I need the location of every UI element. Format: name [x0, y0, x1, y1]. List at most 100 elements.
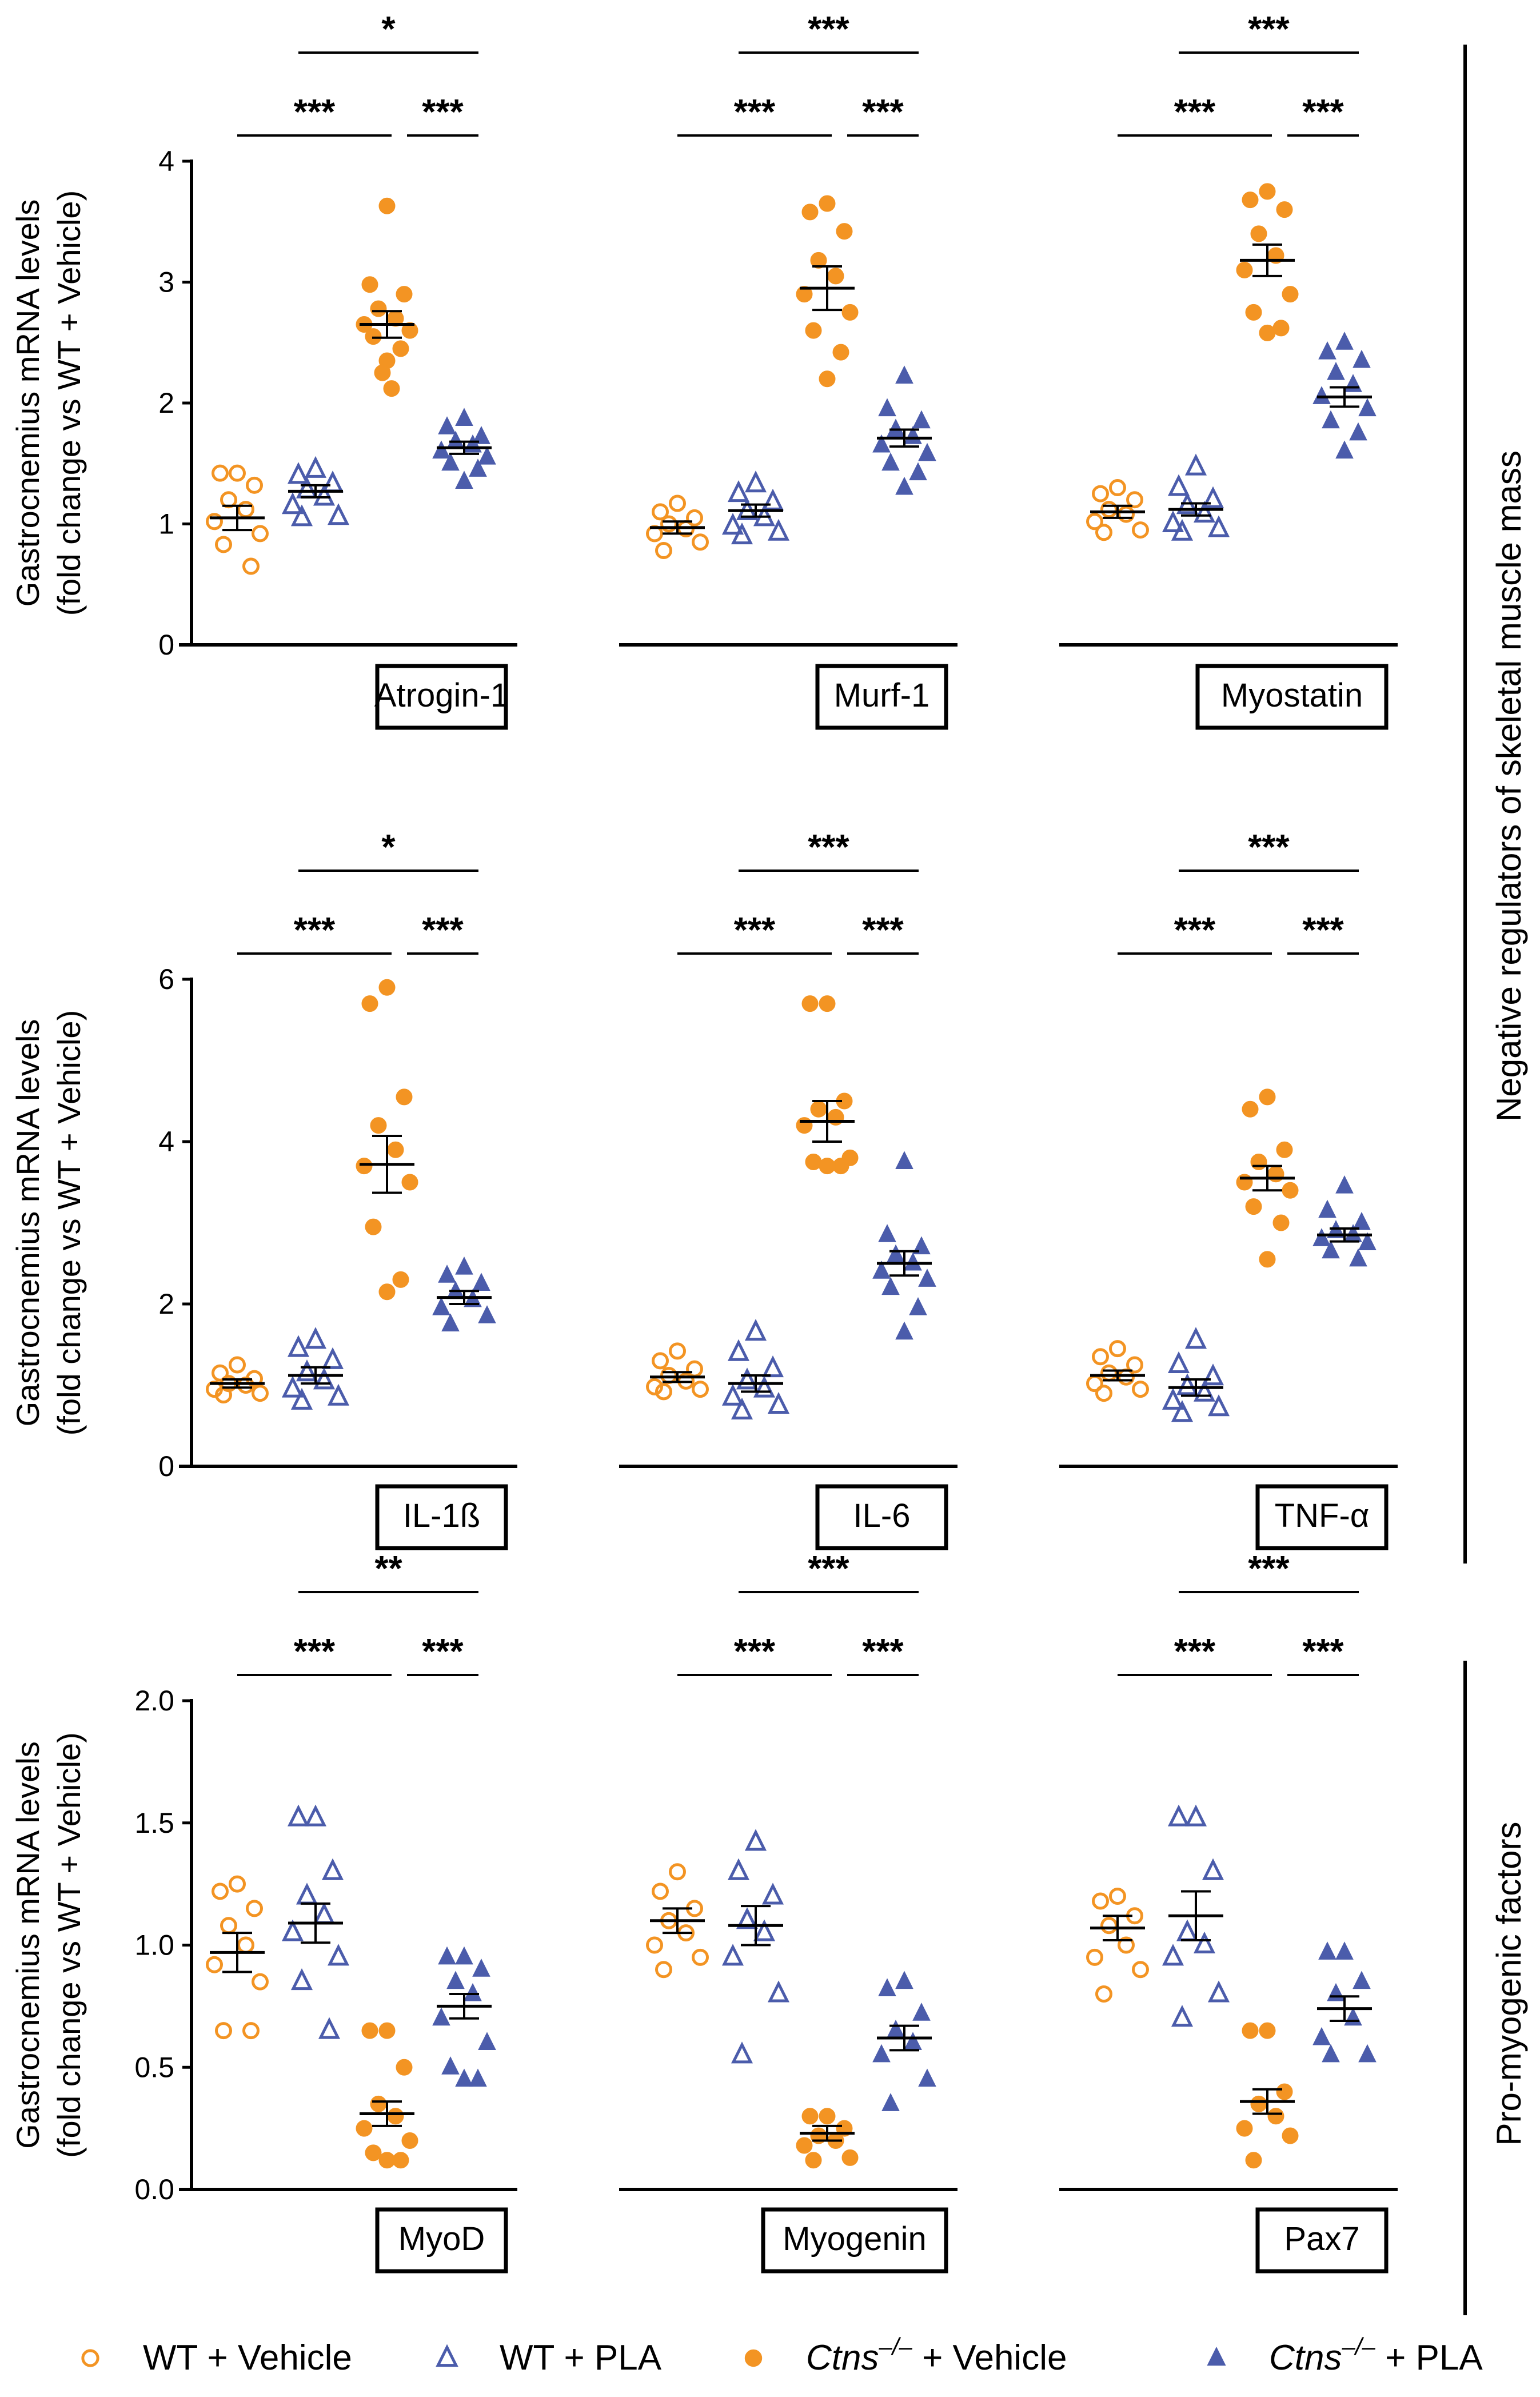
data-point: [242, 557, 260, 575]
data-point: [246, 476, 263, 494]
data-point: [215, 2022, 232, 2040]
data-point: [827, 1108, 844, 1126]
y-axis-title-line2: (fold change vs WT + Vehicle): [51, 190, 87, 616]
gene-label-box: [815, 1484, 948, 1550]
significance-label: ***: [1174, 911, 1216, 950]
gene-label: Myostatin: [1221, 677, 1363, 714]
data-point: [1282, 1182, 1299, 1199]
data-point: [1132, 1381, 1149, 1398]
data-point: [731, 2041, 753, 2064]
significance-label: ***: [422, 93, 464, 132]
significance-label: ***: [1302, 1632, 1344, 1672]
data-point: [1259, 2022, 1276, 2039]
data-point: [1171, 2005, 1194, 2027]
legend-label: WT + Vehicle: [143, 2338, 352, 2378]
data-point: [313, 484, 336, 506]
y-tick-label: 1: [158, 508, 174, 540]
data-point: [918, 442, 936, 461]
y-tick-label: 4: [158, 145, 174, 177]
data-point: [378, 979, 396, 996]
data-point: [438, 1946, 456, 1965]
data-point: [252, 1973, 269, 1991]
data-point: [1092, 485, 1109, 502]
data-point: [1245, 2152, 1262, 2169]
data-point: [287, 1335, 310, 1357]
gene-label-box: [375, 2207, 508, 2274]
data-point: [383, 380, 400, 397]
data-point: [441, 452, 460, 471]
data-point: [736, 1367, 759, 1390]
data-point: [356, 1158, 373, 1175]
data-point: [401, 2132, 418, 2149]
data-point: [1335, 440, 1354, 459]
data-point: [212, 1364, 229, 1382]
data-point: [1250, 2095, 1267, 2112]
data-point: [887, 1244, 905, 1263]
data-point: [819, 1158, 836, 1175]
data-point: [827, 268, 844, 285]
data-point: [646, 1378, 663, 1395]
data-point: [727, 1858, 750, 1880]
y-axis-title: Gastrocnemius mRNA levels (fold change vs…: [10, 1732, 87, 2157]
data-point: [1193, 1379, 1216, 1402]
data-point: [441, 1313, 460, 1331]
legend-marker: [436, 2344, 458, 2367]
data-point: [909, 462, 927, 481]
data-point: [1276, 1141, 1293, 1158]
y-axis-title-line2: (fold change vs WT + Vehicle): [51, 1732, 87, 2157]
data-point: [744, 470, 767, 493]
data-point: [909, 1297, 927, 1315]
data-point: [361, 2022, 378, 2039]
data-point: [904, 1252, 922, 1271]
data-point: [378, 2152, 396, 2169]
data-point: [464, 1983, 482, 2001]
significance-label: **: [374, 1549, 402, 1589]
data-point: [1086, 513, 1103, 531]
data-point: [753, 1375, 776, 1398]
gene-label: TNF-α: [1275, 1497, 1370, 1534]
data-point: [237, 1936, 254, 1954]
data-point: [1312, 386, 1331, 404]
data-point: [281, 492, 304, 515]
data-point: [304, 1804, 327, 1826]
data-point: [1358, 398, 1377, 417]
y-axis-title-line2: (fold change vs WT + Vehicle): [51, 1010, 87, 1435]
data-point: [796, 286, 813, 303]
data-point: [895, 1321, 913, 1340]
data-point: [1086, 1948, 1103, 1966]
data-point: [652, 1882, 669, 1900]
data-point: [432, 1297, 450, 1315]
data-point: [1282, 286, 1299, 303]
data-point: [721, 1944, 744, 1966]
legend-label-rest: + Vehicle: [912, 2338, 1067, 2378]
data-point: [878, 1224, 896, 1242]
data-point: [438, 1265, 456, 1283]
data-point: [1335, 332, 1354, 350]
data-point: [918, 1269, 936, 1287]
data-point: [1095, 1385, 1112, 1402]
legend-label-rest: + PLA: [1375, 2338, 1483, 2378]
data-point: [220, 1917, 237, 1935]
data-point: [727, 480, 750, 502]
data-point: [212, 464, 229, 482]
data-point: [455, 1256, 473, 1275]
data-point: [872, 434, 891, 453]
data-point: [1202, 1363, 1224, 1386]
data-point: [721, 1383, 744, 1406]
gene-label: IL-1ß: [403, 1497, 480, 1534]
legend-label-sup: –/–: [1341, 2333, 1375, 2360]
data-point: [1132, 1961, 1149, 1979]
data-point: [378, 2022, 396, 2039]
data-point: [1312, 2027, 1331, 2045]
data-point: [237, 1377, 254, 1394]
data-point: [290, 1968, 313, 1991]
data-point: [229, 464, 246, 482]
data-point: [304, 456, 327, 478]
side-label-negative-regulators: Negative regulators of skeletal muscle m…: [1490, 450, 1528, 1122]
data-point: [281, 1919, 304, 1941]
data-point: [753, 1919, 776, 1941]
data-point: [441, 2056, 460, 2075]
data-point: [455, 408, 473, 426]
data-point: [472, 1273, 490, 1291]
data-point: [1358, 1232, 1377, 1250]
